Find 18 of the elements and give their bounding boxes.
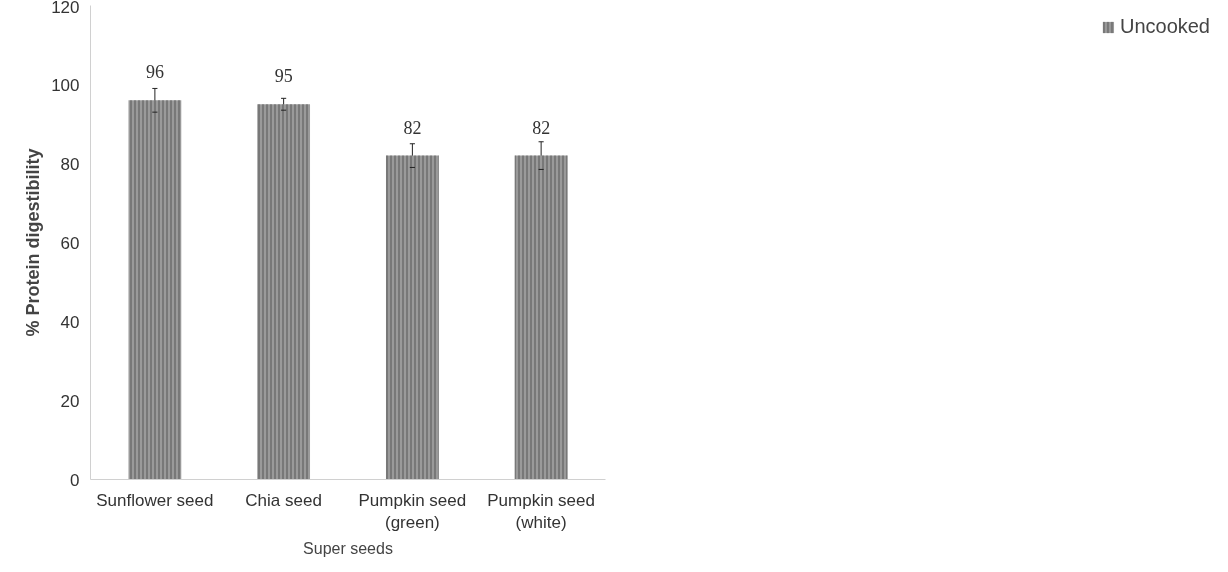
x-tick-label: Pumpkin seed (white) [487,490,595,533]
y-tick-label: 20 [60,391,80,411]
y-tick-label: 120 [51,0,80,17]
data-label: 82 [403,117,422,138]
y-tick-label: 40 [60,312,80,332]
data-label: 95 [274,66,293,87]
x-axis-title: Super seeds [303,540,393,558]
y-axis-title: % Protein digestibility [23,148,44,337]
data-label: 82 [532,117,551,138]
y-tick-label: 80 [60,154,80,174]
x-tick-label: Pumpkin seed (green) [358,490,467,533]
x-tick-label: Chia seed [245,490,322,510]
y-tick-label: 100 [51,75,80,95]
legend-label: Uncooked [1119,15,1210,38]
data-label: 96 [145,62,164,83]
x-tick-label: Sunflower seed [96,490,214,510]
y-tick-label: 60 [60,233,80,253]
y-tick-label: 0 [70,470,80,490]
